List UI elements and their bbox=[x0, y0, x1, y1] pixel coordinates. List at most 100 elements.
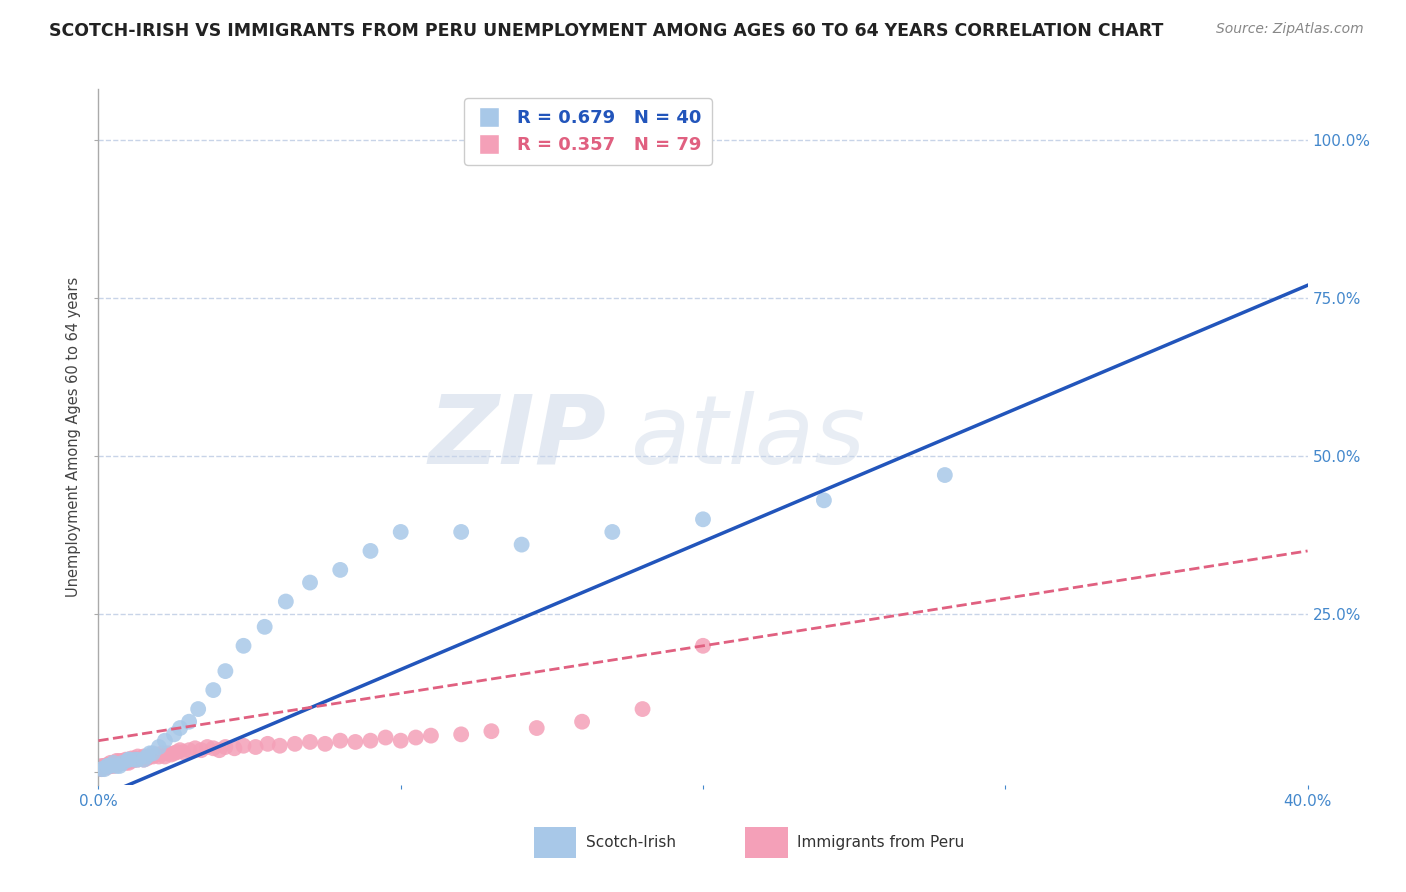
Point bbox=[405, 731, 427, 745]
Point bbox=[450, 727, 472, 741]
Point bbox=[329, 563, 352, 577]
Point bbox=[93, 762, 115, 776]
Point bbox=[142, 747, 165, 761]
Point bbox=[232, 639, 254, 653]
Point bbox=[481, 724, 503, 739]
Point bbox=[105, 756, 128, 770]
Point bbox=[124, 753, 146, 767]
Point bbox=[166, 745, 188, 759]
Point bbox=[96, 759, 118, 773]
Point bbox=[90, 760, 112, 774]
Text: Immigrants from Peru: Immigrants from Peru bbox=[797, 835, 965, 849]
Point bbox=[96, 759, 118, 773]
Point bbox=[108, 759, 131, 773]
Point bbox=[692, 639, 714, 653]
Point bbox=[105, 757, 128, 772]
Point bbox=[389, 733, 412, 747]
Point bbox=[202, 683, 225, 698]
Point bbox=[253, 620, 276, 634]
Point bbox=[105, 759, 128, 773]
Point bbox=[108, 754, 131, 768]
Point bbox=[96, 760, 118, 774]
Point bbox=[692, 512, 714, 526]
Point bbox=[256, 737, 278, 751]
Point bbox=[93, 759, 115, 773]
Point bbox=[100, 759, 122, 773]
Point bbox=[118, 754, 141, 768]
Point bbox=[132, 749, 155, 764]
Point bbox=[111, 754, 134, 768]
Point bbox=[360, 544, 382, 558]
Point bbox=[232, 739, 254, 753]
Point bbox=[103, 759, 125, 773]
Point bbox=[184, 741, 207, 756]
Point bbox=[103, 756, 125, 770]
Point bbox=[142, 749, 165, 764]
Point bbox=[420, 729, 443, 743]
Point bbox=[135, 751, 157, 765]
Point bbox=[139, 749, 162, 764]
Point bbox=[269, 739, 291, 753]
Point bbox=[526, 721, 548, 735]
Point bbox=[208, 743, 231, 757]
Point bbox=[299, 735, 322, 749]
Point bbox=[93, 759, 115, 773]
Point bbox=[111, 756, 134, 770]
Text: Source: ZipAtlas.com: Source: ZipAtlas.com bbox=[1216, 22, 1364, 37]
Point bbox=[329, 733, 352, 747]
Point bbox=[510, 538, 533, 552]
Point bbox=[344, 735, 367, 749]
Point bbox=[602, 524, 624, 539]
Point bbox=[87, 762, 110, 776]
Point bbox=[214, 739, 236, 754]
Point bbox=[169, 721, 191, 735]
Point bbox=[163, 747, 186, 761]
Point bbox=[314, 737, 336, 751]
Point bbox=[172, 745, 194, 759]
Point bbox=[571, 714, 593, 729]
Point bbox=[103, 756, 125, 770]
Point bbox=[245, 739, 267, 754]
Point bbox=[163, 727, 186, 741]
Point bbox=[389, 524, 412, 539]
Point bbox=[121, 751, 143, 765]
Text: atlas: atlas bbox=[630, 391, 866, 483]
Point bbox=[169, 743, 191, 757]
Point bbox=[202, 741, 225, 756]
Point bbox=[195, 739, 218, 754]
Point bbox=[274, 594, 297, 608]
Point bbox=[132, 753, 155, 767]
Point bbox=[135, 749, 157, 764]
Point bbox=[214, 664, 236, 678]
Point bbox=[118, 756, 141, 770]
Point bbox=[153, 749, 176, 764]
Point bbox=[90, 759, 112, 773]
Point bbox=[124, 751, 146, 765]
Point bbox=[187, 702, 209, 716]
Point bbox=[103, 757, 125, 772]
Point bbox=[118, 753, 141, 767]
Point bbox=[129, 751, 152, 765]
Point bbox=[631, 702, 654, 716]
Point bbox=[105, 754, 128, 768]
Point bbox=[145, 747, 167, 762]
Point bbox=[121, 754, 143, 768]
Point bbox=[360, 733, 382, 747]
Point bbox=[450, 524, 472, 539]
Point bbox=[124, 753, 146, 767]
Point bbox=[96, 759, 118, 773]
Point bbox=[179, 714, 201, 729]
Text: Scotch-Irish: Scotch-Irish bbox=[586, 835, 676, 849]
Point bbox=[374, 731, 396, 745]
Point bbox=[111, 756, 134, 770]
Point bbox=[118, 753, 141, 767]
Point bbox=[160, 747, 183, 762]
Bar bbox=[534, 827, 576, 858]
Point bbox=[100, 756, 122, 770]
Point bbox=[153, 733, 176, 747]
Point bbox=[934, 468, 956, 483]
Point bbox=[132, 753, 155, 767]
Point bbox=[284, 737, 307, 751]
Point bbox=[96, 757, 118, 772]
Point bbox=[118, 753, 141, 767]
